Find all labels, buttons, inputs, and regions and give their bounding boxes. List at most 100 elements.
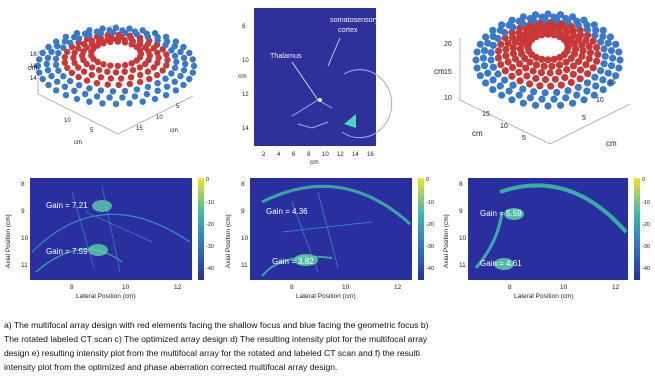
array-element [583, 79, 591, 87]
array-element [519, 13, 527, 21]
array-element [151, 95, 159, 103]
array-element [606, 79, 614, 87]
array-element [509, 81, 517, 89]
array-element [600, 60, 608, 68]
array-element [576, 75, 584, 83]
array-element [52, 61, 60, 69]
panel-f-colorbar [634, 178, 640, 280]
panel_d-cbar-tick: -40 [206, 266, 214, 272]
array-element [173, 58, 180, 66]
array-element [538, 13, 546, 21]
array-element [612, 72, 620, 80]
array-element [133, 57, 140, 64]
array-element [60, 44, 67, 51]
panel-a-xtick: 10 [64, 118, 71, 124]
array-element [583, 87, 591, 95]
array-element [126, 100, 133, 107]
array-element [164, 56, 171, 64]
panel-d-intensity: Gain = 7.21 Gain = 7.59 0 -10 -20 -30 -40 8 1… [2, 172, 216, 312]
panel-a-ytick: 5 [176, 104, 180, 110]
array-element [171, 64, 179, 71]
panel-c-zlabel: cm [434, 67, 445, 76]
panel-e-intensity: Gain = 4.36 Gain = 3.82 0 -10 -20 -30 -40 8 1… [222, 172, 436, 312]
panel-b-label-cortex-line1: somatosensory [330, 15, 379, 24]
panel-e-colorbar [418, 178, 424, 280]
array-element [145, 48, 152, 55]
array-element [509, 63, 517, 72]
array-element [494, 47, 503, 55]
array-element [95, 66, 103, 74]
panel_f-xtick: 8 [508, 284, 512, 291]
array-element [516, 77, 524, 85]
array-element [189, 56, 196, 63]
array-element [155, 54, 162, 61]
array-element [609, 54, 617, 62]
array-element [489, 32, 497, 40]
array-element [180, 81, 187, 89]
array-element [182, 60, 189, 68]
array-element [80, 40, 88, 48]
array-element [496, 82, 504, 90]
array-element [497, 61, 505, 69]
array-element [604, 39, 612, 47]
panel-d-axes: 8 10 12 8 9 10 11 [21, 181, 182, 291]
panel-a-ylabel: cm [170, 128, 178, 134]
array-element [45, 43, 52, 51]
panel-a-zlabel: cm [28, 65, 38, 72]
array-element [585, 42, 593, 51]
array-element [163, 62, 170, 69]
array-element [131, 28, 139, 35]
array-element [553, 88, 561, 96]
panel-d-xlabel: Lateral Position (cm) [76, 293, 136, 300]
array-element [505, 87, 513, 95]
panel-e-ylabel: Axial Position (cm) [225, 214, 232, 268]
panel-b-xtick: 12 [337, 152, 344, 158]
panel_d-ytick: 8 [21, 181, 25, 188]
panel-d-focus-shallow [92, 200, 112, 212]
panel-f-svg: Gain = 5.59 Gain = 4.61 0 -10 -20 -30 -40 8 1… [443, 177, 650, 300]
panel-d-focus-geometric [88, 244, 108, 256]
array-element [579, 47, 587, 55]
array-element [526, 58, 534, 66]
array-element [180, 54, 188, 61]
array-element [600, 45, 608, 53]
array-element [45, 81, 52, 89]
array-element [68, 69, 76, 77]
caption-line: The rotated labeled CT scan c) The optim… [4, 334, 428, 344]
array-element [36, 56, 43, 63]
panel-b-ytick: 10 [242, 58, 249, 64]
array-element [159, 67, 166, 74]
array-element [599, 86, 607, 94]
array-element [530, 88, 538, 96]
array-element [119, 94, 126, 101]
panel-d-beam [35, 248, 123, 273]
array-element [75, 45, 82, 52]
panel-b-xticks: 2 4 6 8 10 12 14 16 [262, 152, 374, 158]
panel_d-xtick: 12 [174, 284, 182, 291]
panel_f-cbar-tick: -20 [642, 222, 650, 228]
array-element [55, 49, 62, 57]
array-element [550, 13, 558, 21]
panel-d-gain-label: Gain = 7.21 [46, 201, 88, 210]
array-element [593, 44, 601, 52]
array-element [567, 54, 575, 63]
array-element [93, 80, 101, 87]
panel-c-ytick: 15 [608, 79, 616, 86]
array-element [511, 55, 520, 63]
array-element [476, 40, 484, 48]
panel-f-beam [474, 211, 504, 269]
array-element [593, 57, 601, 65]
array-element [44, 54, 52, 61]
array-element [519, 99, 527, 107]
panel-d-skull-ring [31, 213, 191, 253]
panel_f-xtick: 12 [612, 284, 620, 291]
panel-a-ztick: 18 [30, 52, 37, 58]
panel-b-svg: Thalamus somatosensory cortex 2 4 6 8 10 12 14… [238, 8, 393, 166]
panel-d-colorbar-ticks: 0 -10 -20 -30 -40 [206, 177, 214, 272]
panel-b-focus-marker [318, 98, 322, 102]
array-element [71, 87, 78, 95]
panel-e-colorbar-ticks: 0 -10 -20 -30 -40 [426, 177, 434, 272]
array-element [569, 13, 577, 21]
array-element [61, 83, 69, 90]
panel_d-cbar-tick: -30 [206, 244, 214, 250]
